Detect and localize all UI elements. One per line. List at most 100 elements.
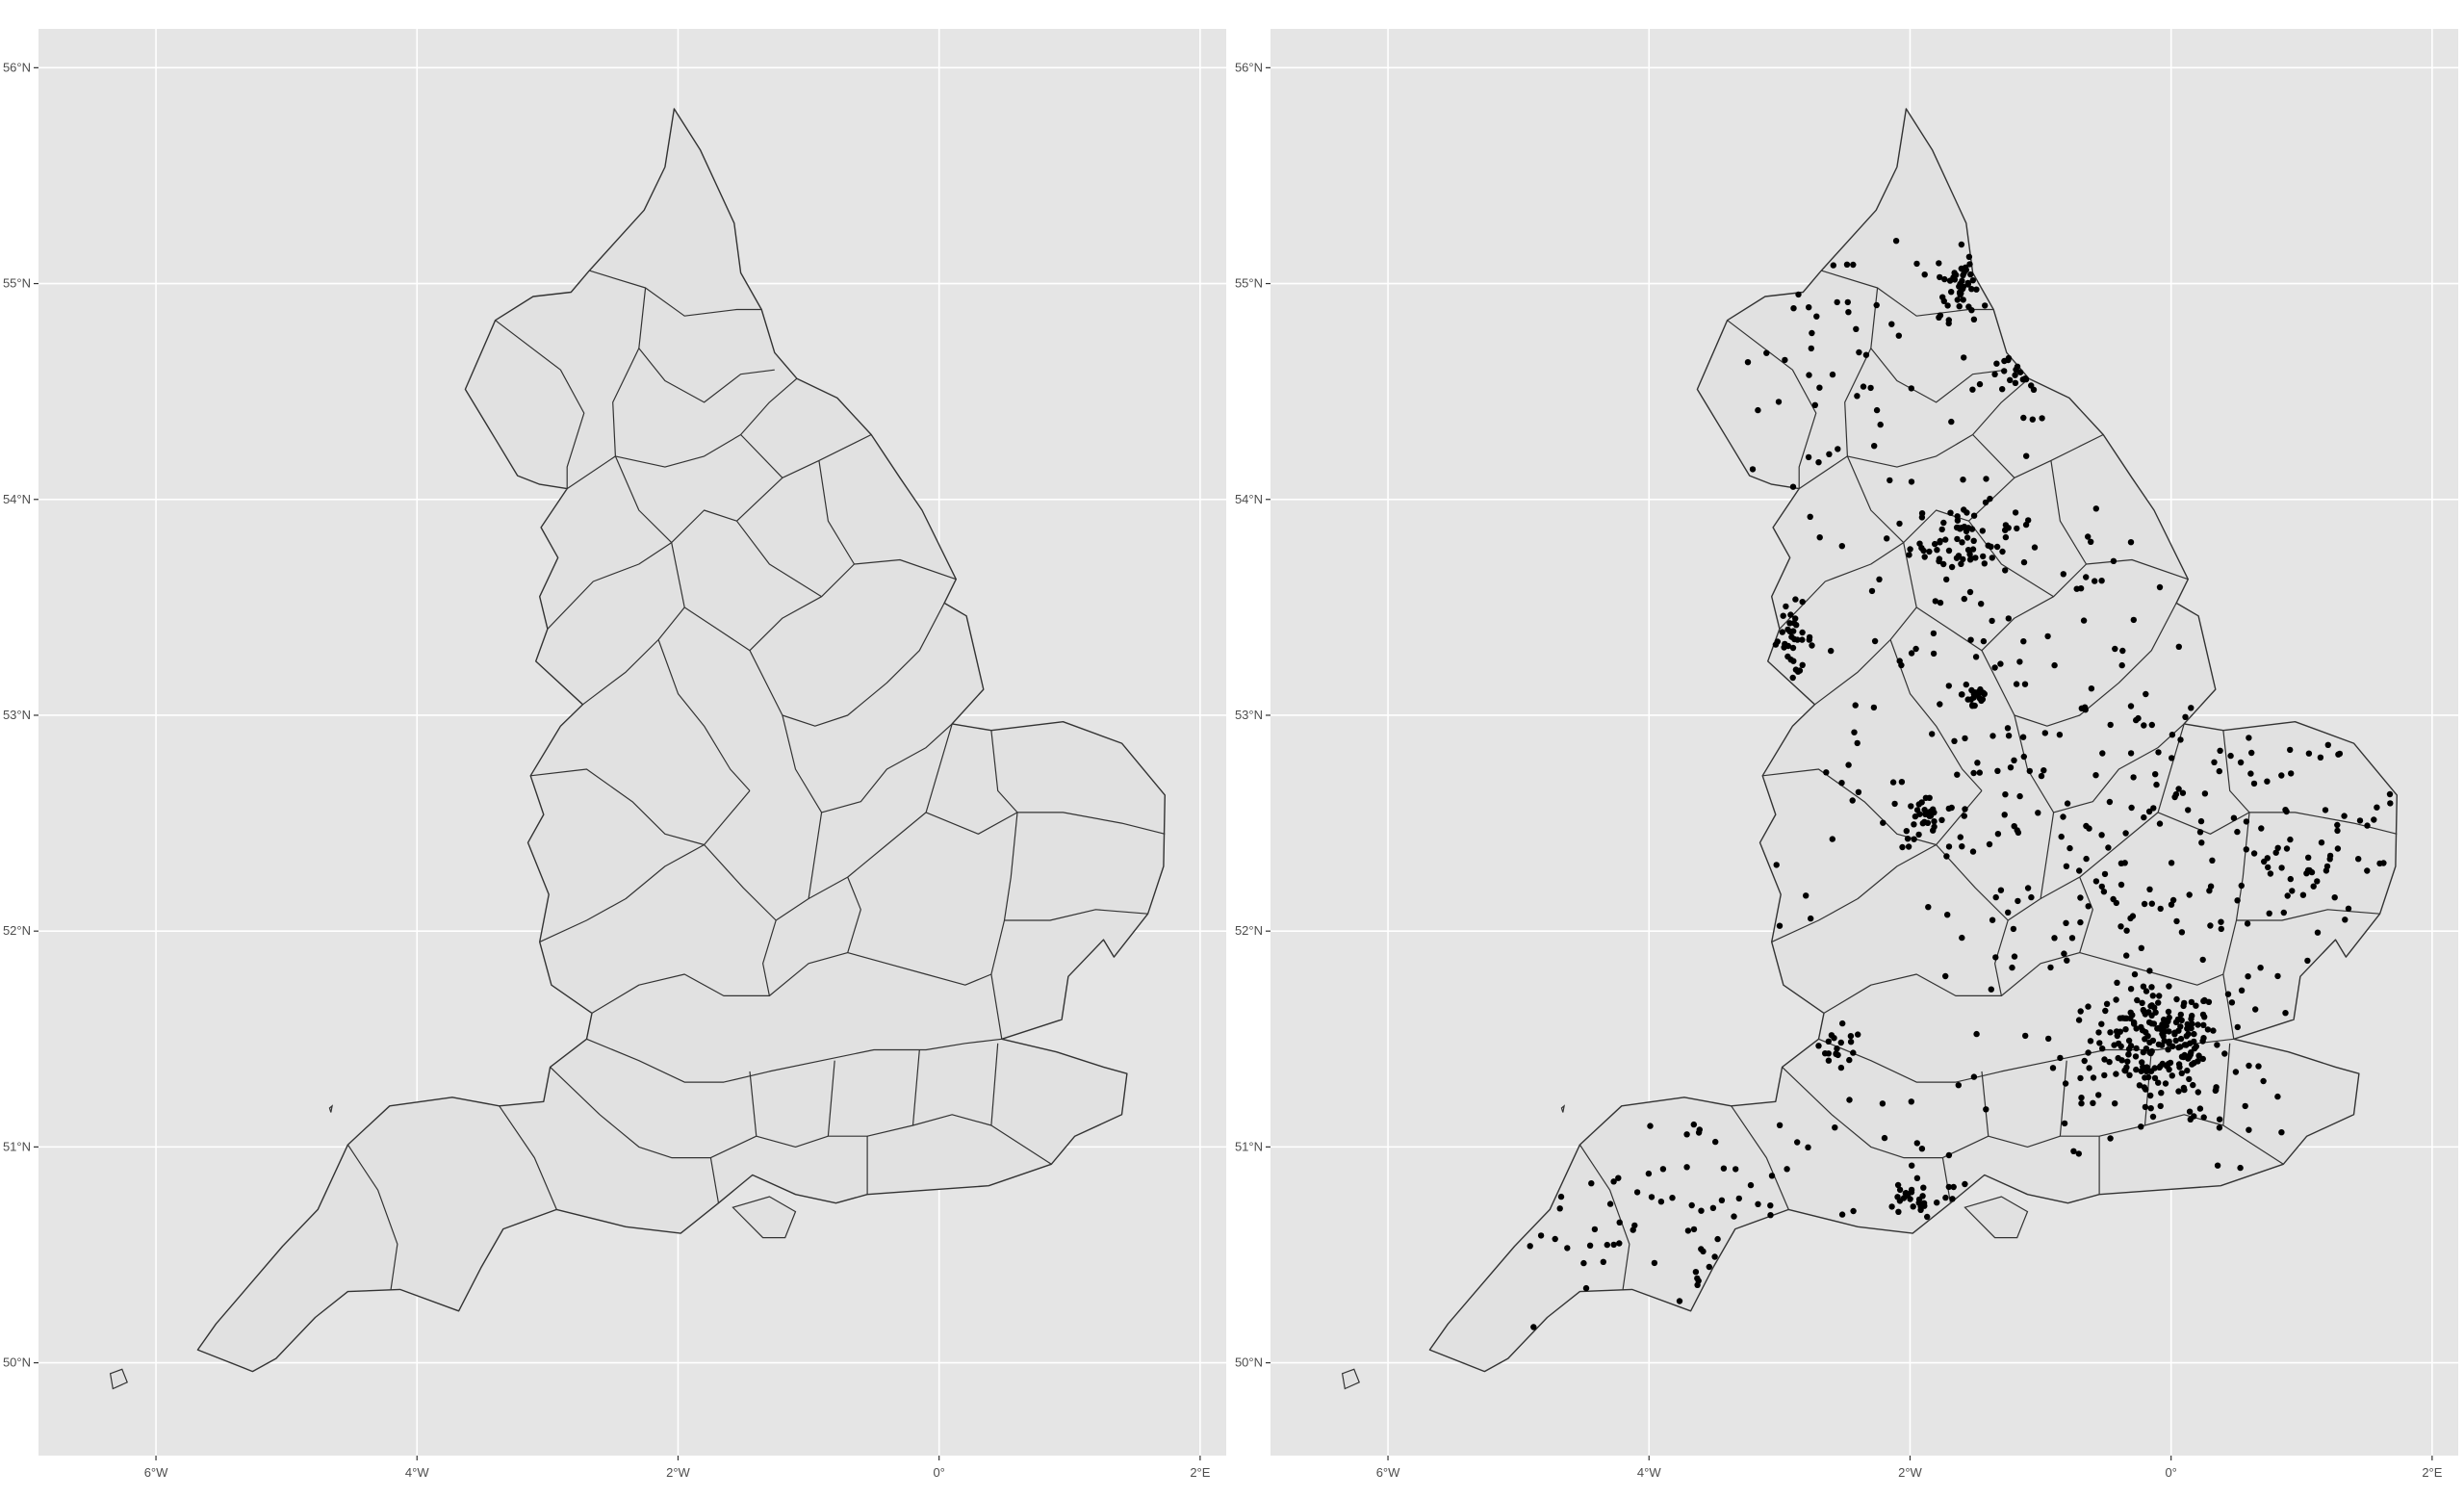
location-point — [1790, 305, 1797, 312]
location-point — [1892, 238, 1900, 245]
location-point — [2009, 964, 2015, 971]
location-point — [2028, 893, 2035, 901]
location-point — [1946, 277, 1954, 284]
location-point — [2082, 707, 2089, 713]
location-point — [2196, 829, 2204, 836]
y-tick-label: 54°N — [1235, 492, 1263, 506]
location-point — [1964, 534, 1971, 541]
island-outline — [1560, 1104, 1566, 1113]
location-point — [2019, 734, 2027, 740]
location-point — [2035, 810, 2041, 816]
location-point — [1718, 1197, 1726, 1204]
location-point — [1789, 674, 1796, 682]
location-point — [1954, 771, 1961, 778]
location-point — [1873, 301, 1880, 309]
location-point — [2128, 804, 2135, 812]
location-point — [2188, 998, 2195, 1006]
location-point — [2092, 505, 2099, 512]
location-point — [2217, 747, 2223, 754]
location-point — [1993, 543, 2001, 551]
district-boundary — [582, 607, 685, 706]
location-point — [1805, 1144, 1811, 1151]
location-point — [2193, 1002, 2199, 1009]
location-point — [2107, 1029, 2114, 1036]
location-point — [2376, 860, 2383, 867]
location-point — [1997, 660, 2004, 667]
location-point — [2155, 1041, 2163, 1048]
location-point — [1994, 831, 2002, 838]
district-boundary — [736, 520, 822, 598]
location-point — [1854, 739, 1861, 747]
location-point — [2227, 752, 2234, 760]
location-point — [1912, 645, 1919, 653]
location-point — [2087, 1038, 2094, 1045]
location-point — [2083, 574, 2090, 581]
location-point — [2252, 1006, 2259, 1013]
location-point — [1962, 735, 1968, 742]
location-point — [1792, 615, 1799, 622]
location-point — [1991, 371, 1998, 377]
location-point — [2274, 844, 2281, 851]
location-point — [1888, 1203, 1895, 1210]
location-point — [1709, 1204, 1717, 1212]
location-point — [2122, 1068, 2129, 1074]
location-point — [1948, 289, 1955, 296]
location-point — [1927, 813, 1935, 819]
location-point — [1806, 633, 1813, 641]
location-point — [1913, 260, 1920, 268]
location-point — [2080, 617, 2088, 624]
location-point — [1999, 548, 2006, 555]
location-point — [2064, 957, 2070, 964]
location-point — [1907, 1196, 1913, 1202]
location-point — [2157, 1102, 2164, 1110]
location-point — [2342, 916, 2348, 923]
district-boundary — [740, 433, 872, 478]
location-point — [2181, 1051, 2188, 1059]
location-point — [1556, 1205, 1563, 1212]
location-point — [1963, 681, 1970, 688]
location-point — [2248, 749, 2255, 757]
location-point — [1894, 1181, 1902, 1189]
location-point — [1850, 261, 1857, 269]
location-point — [2077, 1008, 2084, 1015]
location-point — [1943, 576, 1950, 583]
location-point — [2177, 1011, 2184, 1019]
location-point — [1945, 805, 1953, 813]
location-point — [2171, 1031, 2178, 1038]
location-point — [1924, 1213, 1931, 1221]
location-point — [2172, 790, 2180, 798]
location-point — [2107, 721, 2114, 729]
location-point — [1871, 637, 1879, 645]
location-point — [1953, 555, 1961, 561]
x-tick-label: 2°E — [2422, 1465, 2442, 1480]
location-point — [1690, 1226, 1698, 1233]
location-point — [2214, 1042, 2220, 1048]
location-point — [1811, 401, 1819, 408]
district-boundary — [749, 1071, 757, 1137]
district-boundary — [346, 1144, 398, 1290]
location-point — [2386, 790, 2394, 798]
location-point — [1684, 1227, 1692, 1234]
location-point — [2234, 828, 2241, 836]
location-point — [1924, 819, 1932, 826]
location-point — [2132, 1053, 2140, 1060]
location-point — [2187, 1116, 2194, 1123]
location-point — [2012, 372, 2018, 378]
location-point — [1922, 794, 1930, 801]
location-point — [2157, 905, 2164, 913]
location-point — [2148, 721, 2155, 729]
location-point — [2125, 1037, 2133, 1045]
location-point — [2088, 538, 2094, 545]
location-point — [2221, 1050, 2228, 1057]
location-point — [2078, 1095, 2085, 1101]
location-point — [2155, 749, 2162, 756]
location-point — [1633, 1189, 1641, 1196]
location-point — [1809, 329, 1815, 337]
location-point — [2177, 1035, 2185, 1043]
x-tick-label: 4°W — [1637, 1465, 1661, 1480]
district-boundary — [1870, 287, 2007, 403]
location-point — [1945, 320, 1952, 327]
location-point — [1784, 1166, 1790, 1173]
location-point — [1956, 303, 1963, 310]
location-point — [2243, 846, 2249, 853]
